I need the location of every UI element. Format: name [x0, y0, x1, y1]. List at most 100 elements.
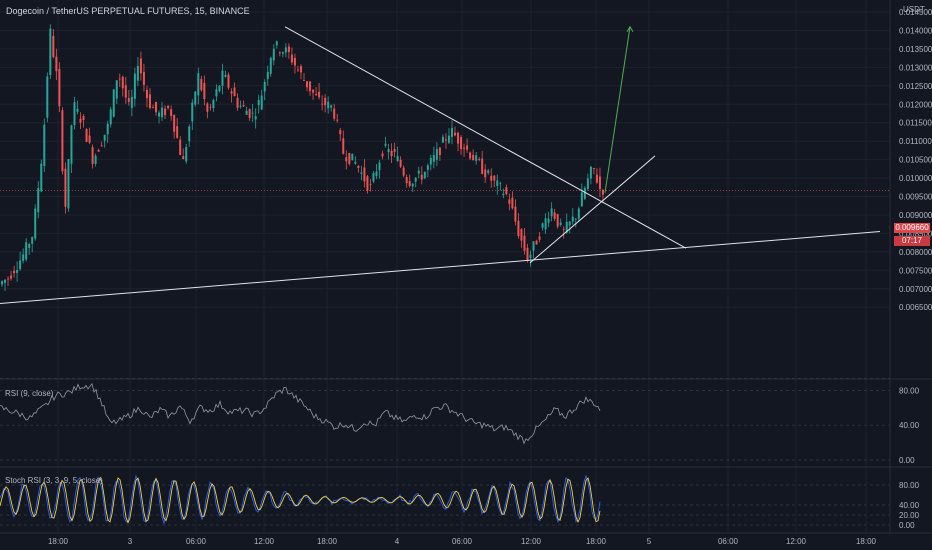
candle-body [339, 130, 342, 135]
candle-body [245, 110, 248, 115]
candle-body [592, 168, 595, 169]
candle-body [393, 149, 396, 152]
candle-body [97, 150, 100, 152]
candle-body [463, 147, 466, 149]
price-tick-4: 0.012500 [899, 82, 932, 91]
candle-body [405, 176, 408, 184]
last-price-tag: 0.009660 [894, 223, 930, 233]
candle-body [197, 73, 200, 96]
candle-body [595, 174, 598, 183]
rsi-label[interactable]: RSI (9, close) [5, 389, 54, 398]
price-tick-7: 0.011000 [899, 137, 932, 146]
candle-body [447, 135, 450, 143]
rsi-level-label-1: 40.00 [899, 421, 920, 430]
candle-body [336, 119, 339, 121]
candle-body [34, 208, 37, 239]
candle-body [532, 241, 535, 251]
stoch-k-line [0, 474, 601, 525]
countdown-tag: 07:17 [894, 236, 930, 246]
candle-body [466, 145, 469, 150]
candle-body [529, 254, 532, 258]
ascending-support-line [529, 155, 656, 264]
candle-body [233, 87, 236, 97]
candle-body [444, 139, 447, 141]
candle-body [541, 223, 544, 228]
candle-body [562, 228, 565, 230]
candle-body [327, 101, 330, 109]
candle-body [221, 70, 224, 86]
candle-body [127, 98, 130, 102]
candle-body [390, 150, 393, 157]
price-tick-3: 0.013000 [899, 63, 932, 72]
price-tick-12: 0.008500 [899, 229, 932, 238]
candle-body [414, 177, 417, 182]
candle-body [64, 168, 67, 207]
candle-body [366, 176, 369, 191]
candle-body [550, 208, 553, 217]
stoch-d-line [0, 476, 601, 524]
candle-body [16, 270, 19, 273]
candle-body [574, 218, 577, 220]
candle-body [145, 89, 148, 99]
candle-body [133, 73, 136, 99]
candle-body [520, 229, 523, 241]
price-tick-11: 0.009000 [899, 211, 932, 220]
candle-body [333, 108, 336, 119]
candle-body [290, 54, 293, 63]
candle-body [130, 96, 133, 108]
candle-body [52, 35, 55, 58]
candle-body [475, 155, 478, 161]
candle-body [236, 97, 239, 108]
price-tick-5: 0.012000 [899, 100, 932, 109]
stoch-level-label-1: 40.00 [899, 501, 920, 510]
candle-body [4, 279, 7, 283]
rsi-line [0, 382, 601, 445]
time-tick-2: 06:00 [186, 537, 207, 546]
candle-body [173, 114, 176, 132]
candle-body [293, 57, 296, 66]
time-tick-9: 5 [647, 537, 652, 546]
price-unit: USDT [903, 5, 925, 14]
candle-body [423, 171, 426, 179]
candle-body [185, 147, 188, 162]
candle-body [49, 28, 52, 76]
candle-body [396, 155, 399, 162]
candle-body [508, 199, 511, 204]
candle-body [260, 95, 263, 110]
candle-body [457, 132, 460, 144]
price-tick-1: 0.014000 [899, 26, 932, 35]
candle-body [375, 171, 378, 177]
price-tick-14: 0.007500 [899, 266, 932, 275]
candle-body [251, 112, 254, 114]
candle-body [179, 139, 182, 155]
candle-body [438, 147, 441, 156]
candle-body [432, 155, 435, 162]
candle-body [152, 107, 154, 109]
candle-body [354, 161, 357, 164]
candle-body [417, 170, 420, 174]
time-tick-12: 18:00 [856, 537, 877, 546]
candle-body [399, 159, 402, 167]
candle-body [493, 175, 496, 181]
candle-body [118, 78, 121, 80]
candle-body [28, 244, 31, 248]
candle-body [272, 48, 275, 61]
candle-body [139, 58, 142, 74]
candle-body [67, 159, 70, 209]
candle-body [381, 153, 384, 157]
candle-body [37, 188, 40, 213]
candle-body [511, 197, 514, 209]
candle-body [124, 85, 127, 98]
candle-body [345, 157, 348, 162]
candle-body [571, 216, 574, 222]
candle-body [91, 147, 94, 164]
stoch-label[interactable]: Stoch RSI (3, 3, 9, 5, close) [5, 476, 103, 485]
candle-body [194, 91, 197, 105]
candle-body [547, 218, 550, 223]
candle-body [454, 132, 456, 136]
candle-body [487, 170, 490, 174]
projection-arrow-line [604, 26, 631, 193]
drawing-trendlines[interactable] [0, 25, 881, 305]
candle-body [535, 240, 538, 245]
